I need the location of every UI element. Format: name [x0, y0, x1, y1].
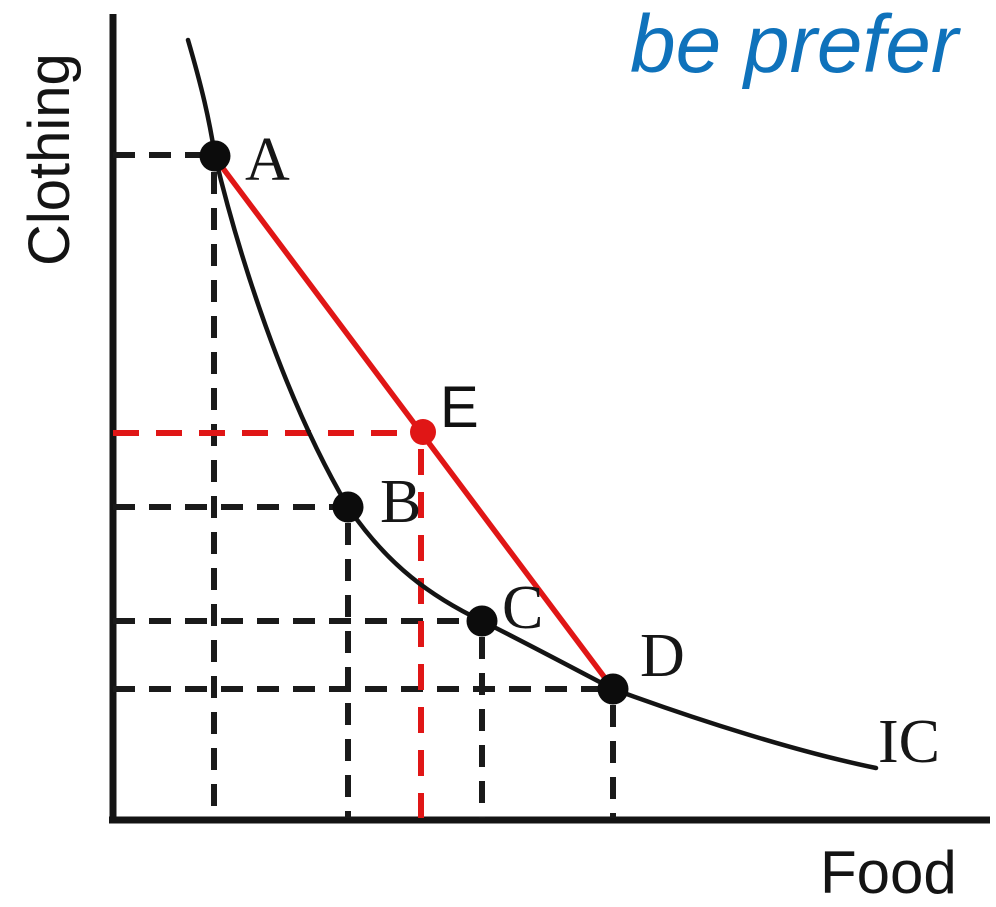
- point-e-dot: [410, 419, 436, 445]
- dashed-projections-red: [113, 430, 424, 818]
- dashed-projections-black: [113, 152, 616, 818]
- point-a-dot: [199, 140, 231, 172]
- point-d-dot: [597, 673, 629, 705]
- chord-a-d-line: [213, 156, 614, 689]
- point-c-dot: [466, 605, 498, 637]
- slide-caption-partial-text: be prefer: [630, 0, 959, 90]
- point-e-label: E: [440, 375, 479, 440]
- point-b-label: B: [380, 468, 421, 536]
- indifference-curve: [185, 37, 879, 771]
- point-d-label: D: [640, 622, 685, 690]
- x-axis-label: Food: [820, 839, 957, 906]
- point-a-label: A: [245, 126, 290, 194]
- point-c-label: C: [502, 574, 543, 642]
- curve-ic-label: IC: [878, 708, 940, 776]
- point-b-dot: [332, 491, 364, 523]
